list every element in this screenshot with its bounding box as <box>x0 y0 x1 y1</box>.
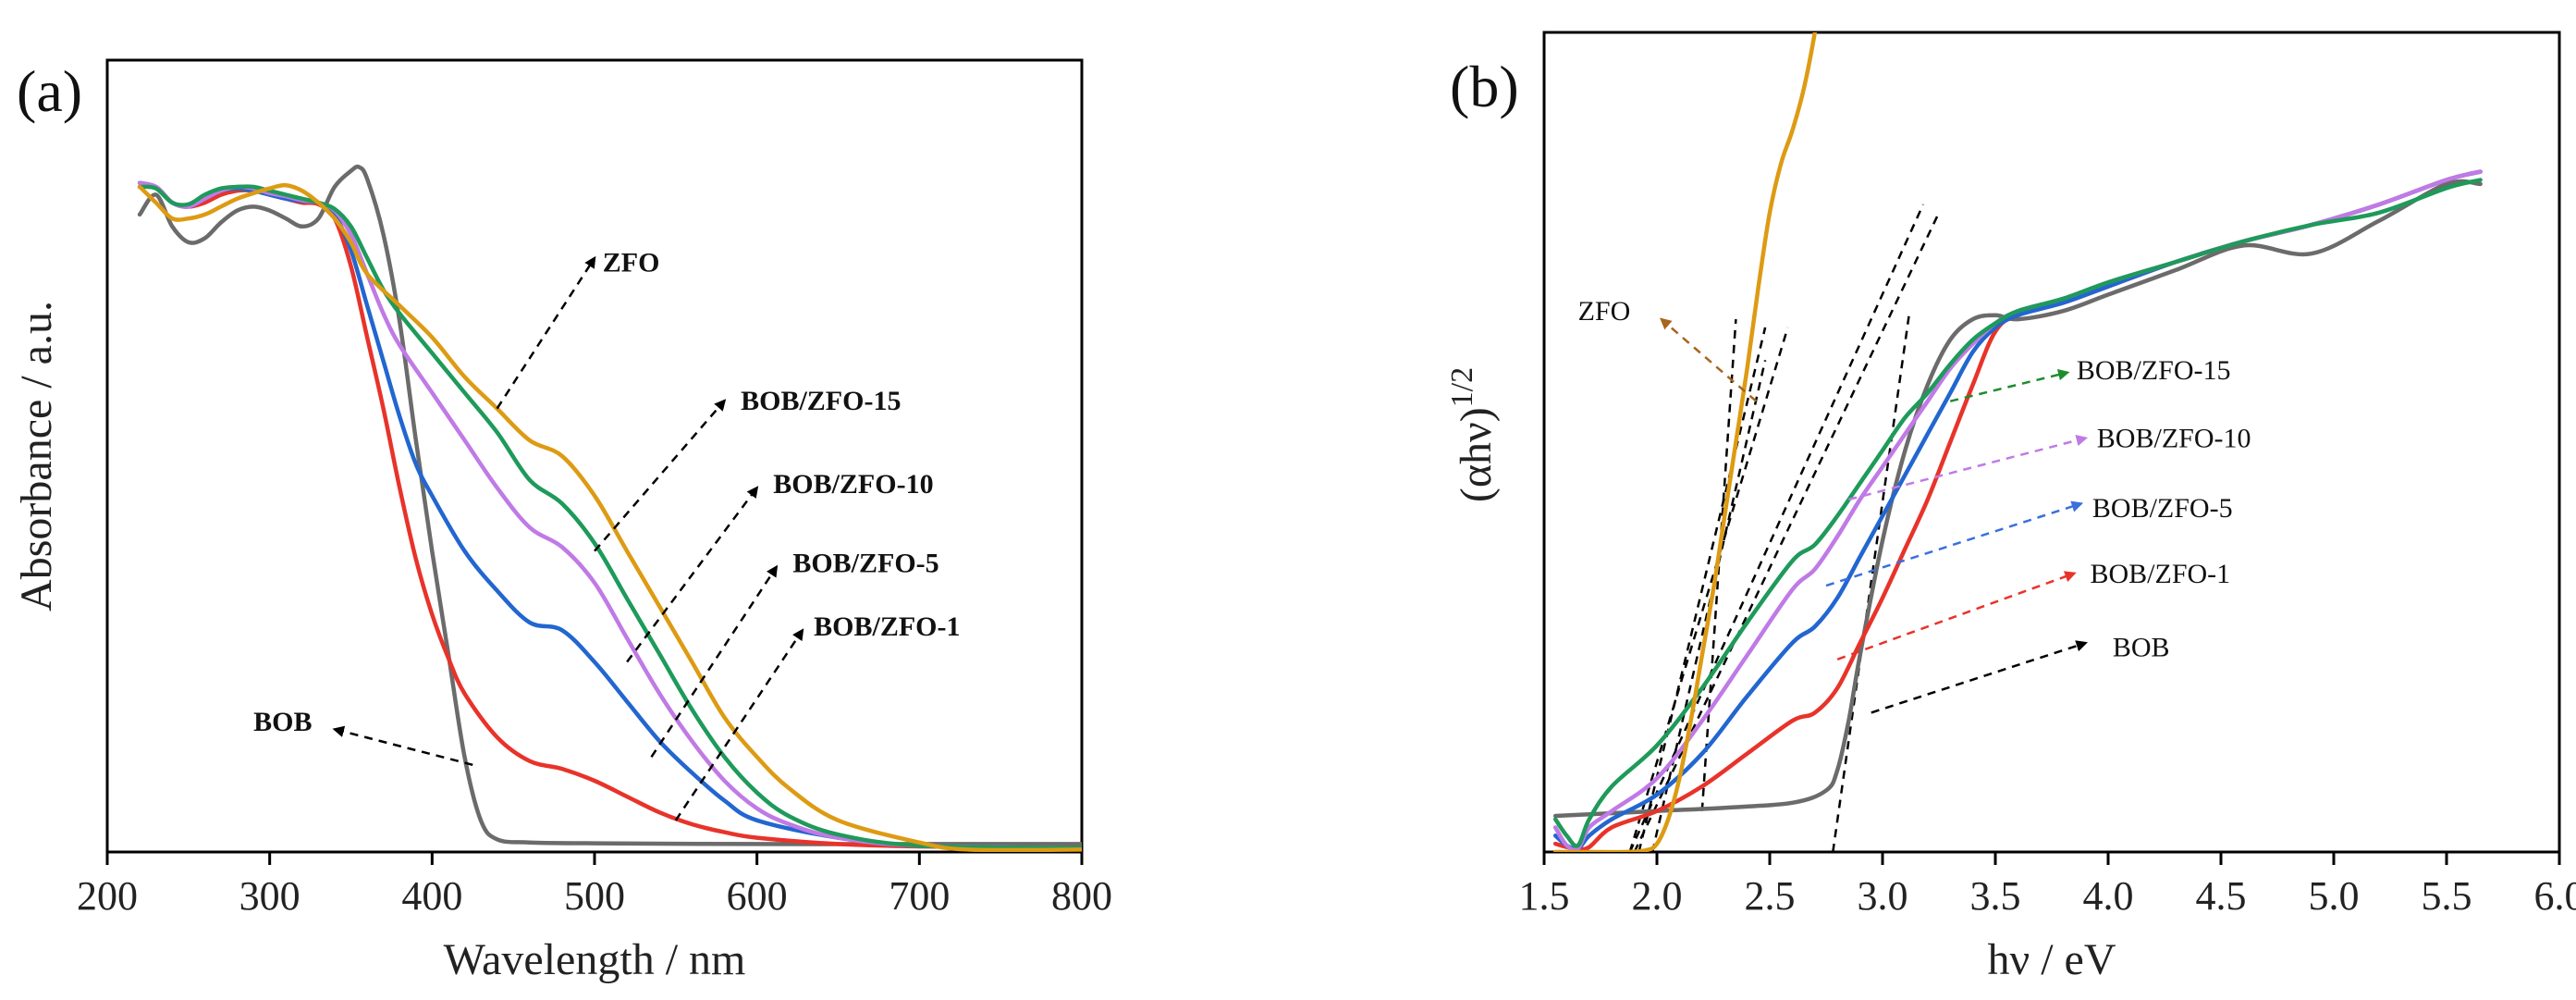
x-tick-label: 400 <box>401 873 462 919</box>
annotation-arrow-bob-zfo-1 <box>1836 571 2077 660</box>
tangent-fit-line <box>1638 327 1767 852</box>
x-axis-title: Wavelength / nm <box>444 935 746 984</box>
tangent-fit-line <box>1628 327 1789 852</box>
series-line-bob-zfo-15 <box>1552 178 2483 848</box>
x-tick-label: 4.0 <box>2083 873 2134 919</box>
y-axis-title-superscript: 1/2 <box>1445 367 1479 407</box>
annotation-label-bob-zfo-10: BOB/ZFO-10 <box>2097 424 2251 454</box>
annotation-label-bob-zfo-1: BOB/ZFO-1 <box>814 611 960 642</box>
annotation-arrow-bob-zfo-15 <box>1949 368 2070 402</box>
annotation-arrow-zfo <box>496 255 596 410</box>
annotation-label-bob-zfo-10: BOB/ZFO-10 <box>773 469 933 500</box>
x-tick-label: 4.5 <box>2196 873 2247 919</box>
annotation-label-bob-zfo-5: BOB/ZFO-5 <box>792 549 938 579</box>
series-line-zfo <box>137 182 1082 852</box>
series-line-bob-zfo-5 <box>1552 169 2483 852</box>
x-tick-label: 700 <box>889 873 950 919</box>
y-axis-title: (αhν)1/2 <box>1445 367 1501 502</box>
series-line-bob-zfo-5 <box>137 180 1082 850</box>
x-tick-label: 3.5 <box>1970 873 2021 919</box>
tangent-fit-line <box>1832 311 1911 852</box>
annotation-arrow-bob-zfo-5 <box>650 564 779 758</box>
series-line-bob-zfo-10 <box>1552 169 2483 852</box>
annotation-arrow-zfo <box>1659 317 1758 402</box>
plot-area <box>1552 32 2483 852</box>
x-tick-label: 2.5 <box>1745 873 1796 919</box>
x-tick-label: 5.0 <box>2309 873 2360 919</box>
series-line-bob <box>137 164 1082 846</box>
x-tick-label: 3.0 <box>1858 873 1908 919</box>
x-tick-label: 300 <box>239 873 301 919</box>
annotation-label-bob-zfo-1: BOB/ZFO-1 <box>2090 559 2230 589</box>
series-line-bob-zfo-10 <box>137 180 1082 850</box>
x-tick-label: 600 <box>727 873 788 919</box>
annotation-label-bob: BOB <box>253 707 312 737</box>
annotation-arrow-bob-zfo-1 <box>674 628 804 821</box>
y-axis-title: Absorbance / a.u. <box>12 301 61 611</box>
annotation-label-bob-zfo-15: BOB/ZFO-15 <box>2077 355 2231 386</box>
tangent-fit-line <box>1700 319 1737 811</box>
series-line-bob-zfo-1 <box>137 183 1082 850</box>
annotation-arrow-bob-zfo-5 <box>1825 500 2084 587</box>
x-tick-label: 800 <box>1051 873 1112 919</box>
x-tick-label: 2.0 <box>1632 873 1683 919</box>
annotation-label-zfo: ZFO <box>1578 296 1631 327</box>
x-tick-label: 200 <box>77 873 138 919</box>
series-line-bob-zfo-1 <box>1552 169 2483 852</box>
annotation-label-bob-zfo-15: BOB/ZFO-15 <box>741 386 901 416</box>
annotation-arrow-bob <box>332 725 473 767</box>
panel-label: (b) <box>1450 54 1519 119</box>
annotation-label-zfo: ZFO <box>603 247 660 278</box>
series-line-bob-zfo-15 <box>137 184 1082 850</box>
annotation-arrow-bob-zfo-10 <box>1848 435 2089 501</box>
x-tick-label: 1.5 <box>1519 873 1570 919</box>
chart-panel-b: 1.5 2.0 2.5 3.0 3.5 4.0 4.5 5.0 5.5 6.0 hν / eV (αh… <box>1445 31 2576 984</box>
chart-panel-a: 200 300 400 500 600 700 800 Wavelength / nm Abso… <box>12 58 1112 984</box>
annotation-arrow-bob <box>1871 640 2088 714</box>
series-line-bob <box>1552 179 2483 819</box>
panel-label: (a) <box>17 58 82 124</box>
plot-frame <box>1542 31 2561 854</box>
annotation-label-bob-zfo-5: BOB/ZFO-5 <box>2092 493 2233 524</box>
x-tick-label: 6.0 <box>2534 873 2576 919</box>
plot-area <box>137 164 1082 852</box>
tangent-fit-line <box>1633 212 1941 852</box>
annotation-label-bob: BOB <box>2113 633 2170 663</box>
x-tick-label: 500 <box>564 873 625 919</box>
x-tick-label: 5.5 <box>2422 873 2472 919</box>
tangent-fit-line <box>1628 204 1925 852</box>
annotation-arrow-bob-zfo-15 <box>594 399 727 552</box>
series-line-zfo <box>1552 32 1818 852</box>
annotation-arrow-bob-zfo-10 <box>626 486 759 663</box>
x-axis-title: hν / eV <box>1987 935 2116 984</box>
